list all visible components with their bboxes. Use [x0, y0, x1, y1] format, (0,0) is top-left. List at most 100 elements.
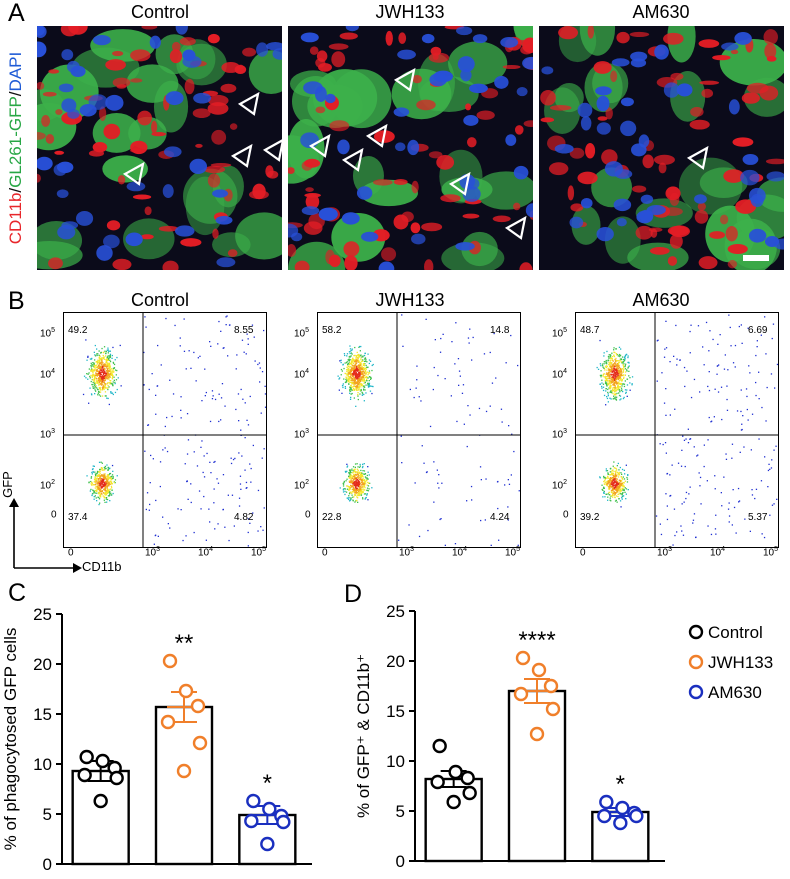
flow-event: [611, 373, 613, 376]
flow-event: [656, 340, 658, 342]
cd11b-signal: [207, 173, 221, 188]
flow-event: [204, 368, 206, 370]
y-tick-label: 5: [396, 802, 405, 821]
flow-event: [177, 508, 179, 510]
flow-event: [369, 372, 371, 374]
flow-event: [624, 487, 626, 489]
flow-event: [357, 481, 359, 483]
flow-event: [366, 494, 368, 496]
flow-event: [98, 354, 100, 356]
flow-event: [112, 381, 114, 383]
flow-event: [353, 487, 355, 489]
flow-event: [612, 368, 614, 370]
flow-event: [109, 356, 111, 358]
flow-event: [358, 376, 360, 378]
cd11b-signal: [416, 99, 436, 111]
flow-event: [624, 366, 626, 368]
flow-event: [360, 388, 362, 391]
flow-event: [747, 327, 749, 329]
flow-event: [624, 368, 627, 370]
flow-event: [613, 470, 615, 473]
flow-event: [239, 475, 242, 477]
flow-event: [610, 369, 612, 371]
flow-event: [615, 389, 617, 391]
flow-event: [744, 518, 746, 520]
flow-event: [423, 462, 425, 464]
flow-event: [621, 487, 623, 489]
flow-event: [611, 494, 614, 497]
flow-event: [612, 469, 614, 471]
flow-event: [93, 375, 96, 377]
cd11b-signal: [735, 199, 757, 214]
flow-event: [196, 465, 199, 467]
flow-event: [356, 381, 359, 383]
flow-event: [355, 471, 357, 473]
flow-y-tick: 0: [563, 509, 569, 521]
flow-event: [107, 476, 110, 478]
flow-event: [252, 444, 254, 447]
flow-event: [104, 485, 107, 488]
flow-event: [110, 382, 112, 385]
flow-event: [93, 380, 95, 382]
cd11b-signal: [701, 88, 714, 98]
flow-event: [349, 372, 351, 374]
flow-event: [618, 473, 620, 475]
flow-event: [618, 376, 620, 378]
flow-event: [610, 358, 612, 360]
flow-event: [357, 358, 359, 360]
flow-event: [740, 324, 742, 326]
flow-event: [454, 543, 457, 545]
flow-event: [612, 377, 614, 379]
flow-event: [104, 473, 106, 475]
dapi-nucleus: [721, 42, 739, 51]
flow-event: [707, 385, 709, 388]
flow-event: [365, 483, 367, 485]
flow-event: [190, 483, 192, 485]
flow-event: [104, 492, 106, 494]
flow-event: [612, 376, 614, 378]
flow-event: [628, 370, 630, 372]
flow-event: [673, 508, 676, 510]
flow-event: [104, 484, 107, 486]
flow-event: [604, 376, 606, 378]
dapi-nucleus: [468, 83, 488, 94]
flow-event: [625, 353, 627, 356]
flow-event: [689, 438, 691, 440]
flow-event: [101, 375, 104, 377]
flow-event: [348, 473, 351, 475]
flow-event: [349, 352, 351, 355]
cd11b-signal: [318, 62, 332, 72]
flow-event: [107, 468, 110, 470]
flow-y-tick: 102: [40, 479, 56, 492]
flow-event: [620, 506, 622, 508]
flow-event: [666, 472, 669, 475]
flow-event: [238, 497, 241, 499]
flow-event: [109, 368, 111, 370]
flow-event: [361, 474, 363, 476]
dapi-nucleus: [596, 95, 610, 112]
flow-event: [203, 455, 205, 457]
flow-event: [617, 355, 619, 357]
flow-event: [656, 380, 658, 382]
flow-event: [98, 475, 100, 477]
dapi-nucleus: [174, 225, 195, 237]
cd11b-signal: [192, 108, 211, 118]
flow-event: [612, 479, 615, 481]
flow-event: [363, 473, 365, 475]
flow-event: [607, 388, 609, 391]
flow-event: [342, 482, 344, 485]
flow-event: [358, 355, 360, 357]
flow-event: [93, 491, 95, 493]
flow-event: [755, 381, 757, 384]
flow-event: [483, 353, 486, 355]
flow-event: [610, 471, 613, 473]
flow-event: [366, 493, 368, 495]
flow-event: [614, 398, 616, 400]
flow-event: [352, 382, 354, 384]
flow-event: [621, 473, 623, 475]
flow-event: [359, 384, 361, 386]
flow-event: [107, 479, 110, 481]
gfp-cell: [102, 155, 148, 183]
flow-event: [365, 372, 367, 375]
flow-event: [111, 487, 113, 489]
